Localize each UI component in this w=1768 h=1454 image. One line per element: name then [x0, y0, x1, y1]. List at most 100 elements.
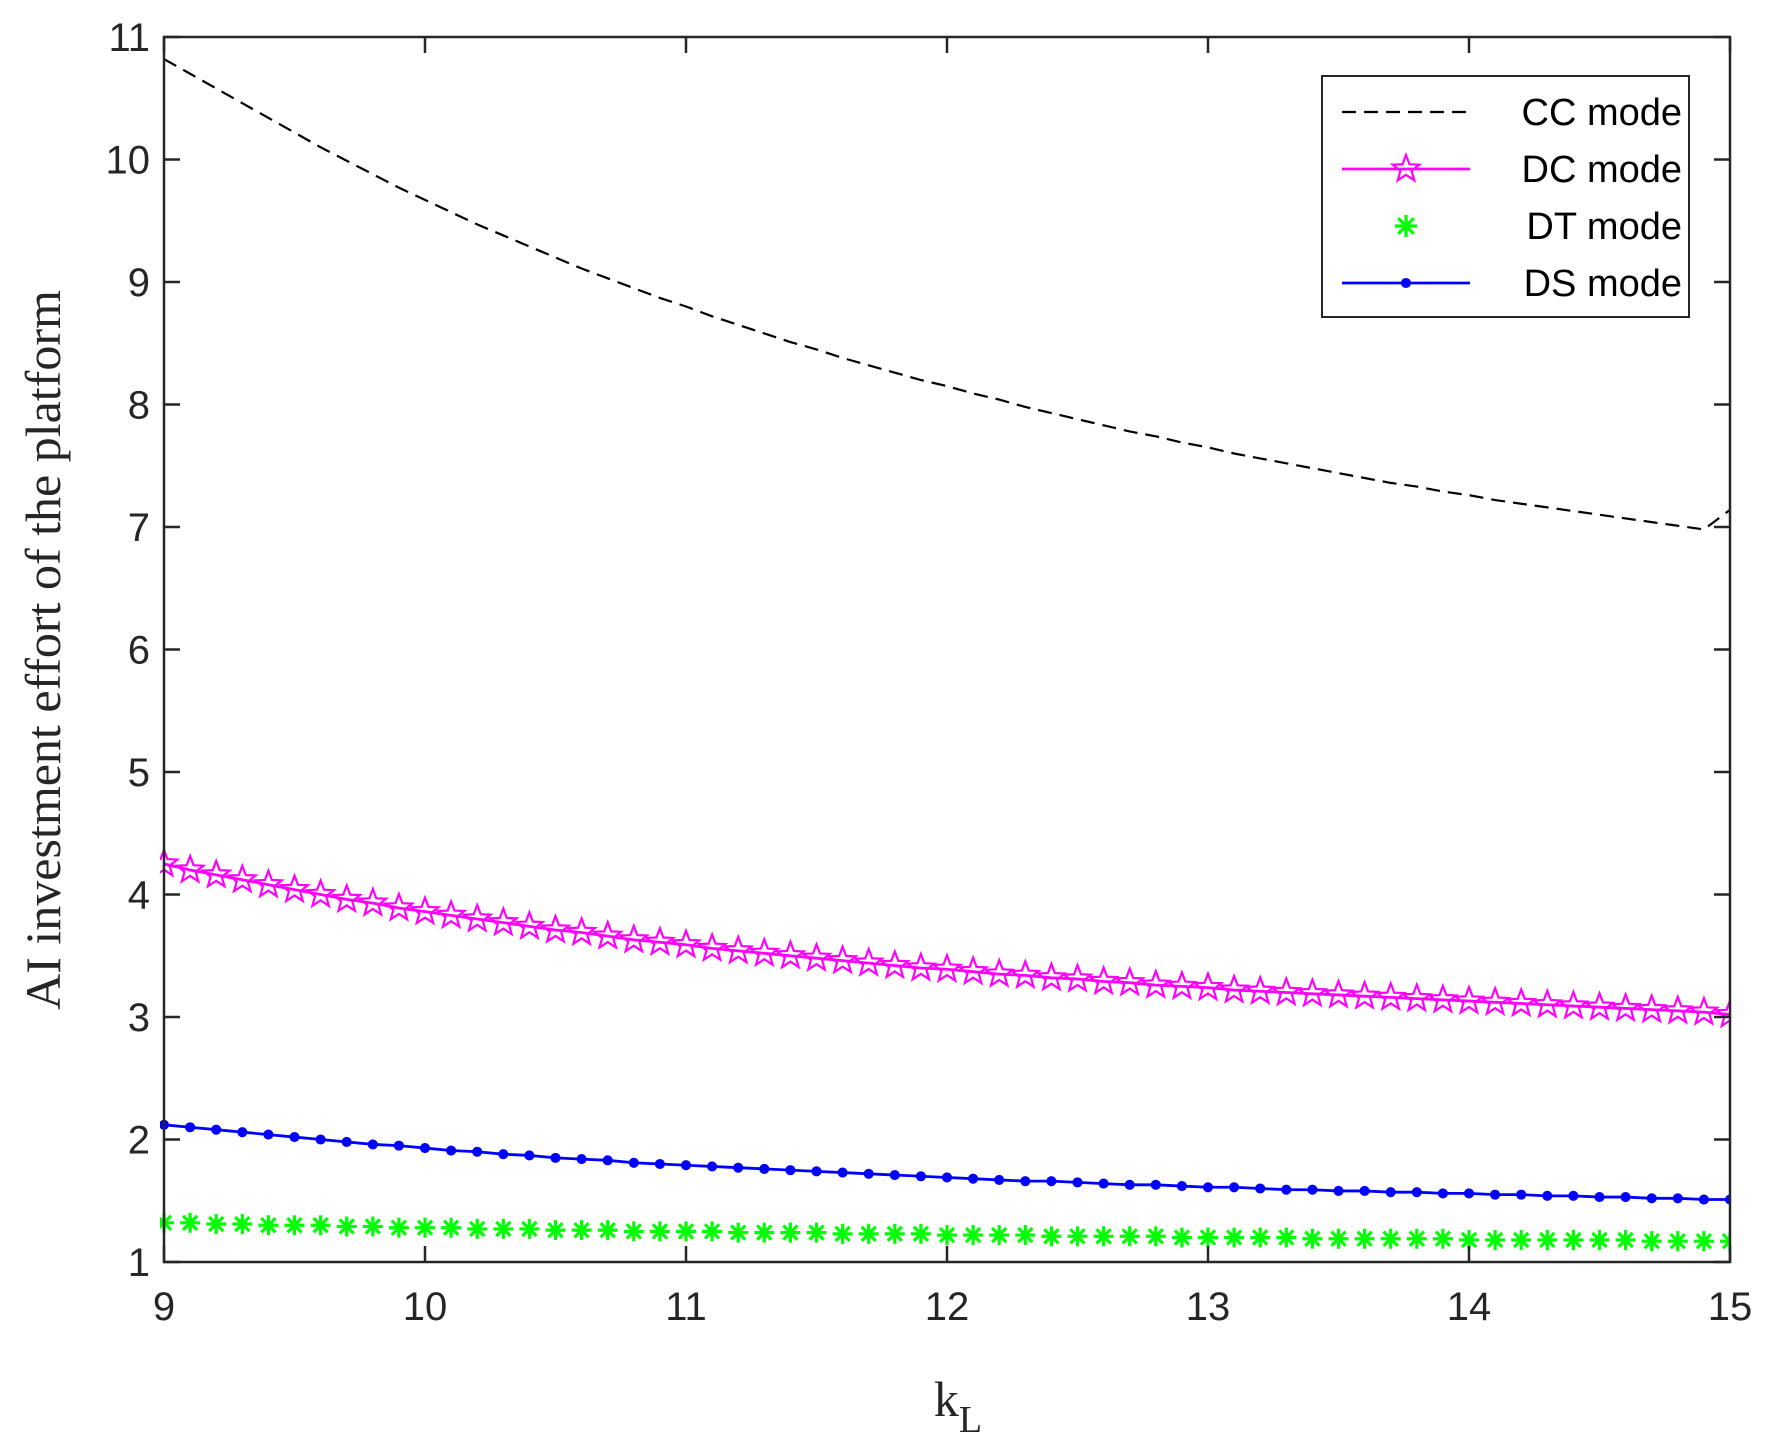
- data-point: [388, 1217, 409, 1238]
- y-tick-label: 3: [128, 996, 150, 1040]
- data-point: [930, 952, 964, 984]
- data-point: [617, 922, 651, 954]
- data-point: [1406, 1228, 1427, 1249]
- data-point: [1020, 1176, 1031, 1187]
- data-point: [1589, 1229, 1610, 1250]
- data-point: [284, 1215, 305, 1236]
- data-point: [362, 1216, 383, 1237]
- data-point: [915, 1171, 926, 1182]
- series-line: [163, 862, 1730, 1016]
- data-point: [199, 857, 233, 889]
- data-point: [1437, 1188, 1448, 1199]
- x-tick-label: 10: [403, 1285, 448, 1329]
- data-point: [858, 1223, 879, 1244]
- data-point: [1176, 1180, 1187, 1192]
- data-point: [1124, 1179, 1135, 1190]
- data-point: [356, 885, 390, 917]
- data-point: [1609, 991, 1642, 1023]
- data-point: [733, 1162, 744, 1173]
- data-point: [206, 1214, 227, 1235]
- x-tick-label: 11: [665, 1285, 707, 1329]
- legend-item: CC mode: [1342, 92, 1682, 134]
- data-point: [1511, 1229, 1532, 1250]
- data-point: [1661, 993, 1695, 1025]
- data-point: [910, 1223, 931, 1244]
- data-point: [1150, 1179, 1161, 1190]
- data-point: [1098, 1178, 1109, 1189]
- data-point: [252, 867, 285, 899]
- data-point: [539, 912, 572, 944]
- data-point: [968, 1173, 979, 1184]
- legend-box: [1321, 75, 1690, 318]
- x-axis-title-subscript: L: [959, 1399, 982, 1441]
- data-point: [550, 1152, 561, 1163]
- data-point: [1463, 1188, 1475, 1199]
- data-point: [1485, 1229, 1506, 1250]
- data-point: [180, 1212, 201, 1233]
- data-point: [1061, 961, 1094, 993]
- data-point: [1531, 987, 1564, 1019]
- data-point: [498, 1149, 509, 1160]
- data-point: [460, 901, 494, 933]
- data-point: [513, 909, 546, 941]
- data-point: [654, 1158, 665, 1170]
- data-point: [937, 1225, 957, 1246]
- data-point: [545, 1220, 566, 1241]
- y-axis-title: AI investment effort of the platform: [15, 290, 71, 1010]
- data-point: [643, 925, 677, 957]
- data-point: [832, 1223, 853, 1244]
- data-point: [1067, 1226, 1088, 1247]
- data-point: [1478, 985, 1512, 1017]
- data-point: [315, 1134, 326, 1145]
- legend-item: DC mode: [1342, 149, 1682, 191]
- data-point: [565, 915, 598, 947]
- x-axis-title-main: k: [934, 1371, 959, 1427]
- data-point: [393, 1140, 404, 1151]
- data-point: [852, 945, 885, 977]
- data-point: [1296, 976, 1329, 1008]
- data-point: [1035, 960, 1068, 992]
- data-point: [1516, 1189, 1527, 1200]
- data-point: [602, 1155, 613, 1166]
- y-tick-label: 7: [128, 506, 150, 550]
- data-point: [1041, 1226, 1062, 1247]
- y-tick-label: 4: [128, 874, 150, 918]
- data-point: [982, 956, 1016, 988]
- data-point: [1354, 1228, 1375, 1249]
- data-point: [1255, 1183, 1266, 1194]
- data-point: [258, 1215, 279, 1236]
- data-point: [884, 1223, 905, 1244]
- data-point: [487, 905, 520, 937]
- data-point: [1046, 1176, 1057, 1187]
- data-point: [341, 1136, 352, 1148]
- legend-label: CC mode: [1522, 92, 1683, 134]
- data-point: [1374, 980, 1407, 1012]
- data-point: [1452, 983, 1486, 1015]
- x-tick-label: 9: [153, 1285, 175, 1329]
- data-point: [591, 919, 624, 951]
- x-tick-label: 15: [1708, 1285, 1753, 1329]
- series-ds-mode: [160, 1119, 1730, 1205]
- legend-label: DS mode: [1524, 263, 1682, 305]
- y-tick-label: 6: [128, 629, 150, 673]
- legend-label: DT mode: [1526, 206, 1682, 248]
- data-point: [1217, 972, 1251, 1004]
- data-point: [330, 882, 363, 914]
- data-point: [1009, 958, 1042, 990]
- data-point: [1693, 1231, 1714, 1252]
- data-point: [1667, 1231, 1688, 1252]
- y-tick-label: 2: [128, 1119, 150, 1163]
- data-point: [173, 852, 207, 884]
- data-point: [1411, 1187, 1422, 1198]
- legend-label: DC mode: [1522, 149, 1683, 191]
- data-point: [419, 1143, 431, 1154]
- data-point: [1087, 964, 1120, 996]
- data-point: [278, 872, 311, 904]
- data-point: [702, 1221, 723, 1242]
- data-point: [994, 1174, 1005, 1185]
- data-point: [1563, 1229, 1584, 1250]
- data-point: [1224, 1227, 1245, 1248]
- data-point: [289, 1131, 300, 1143]
- data-point: [1672, 1193, 1683, 1204]
- y-tick-label: 1: [128, 1241, 150, 1285]
